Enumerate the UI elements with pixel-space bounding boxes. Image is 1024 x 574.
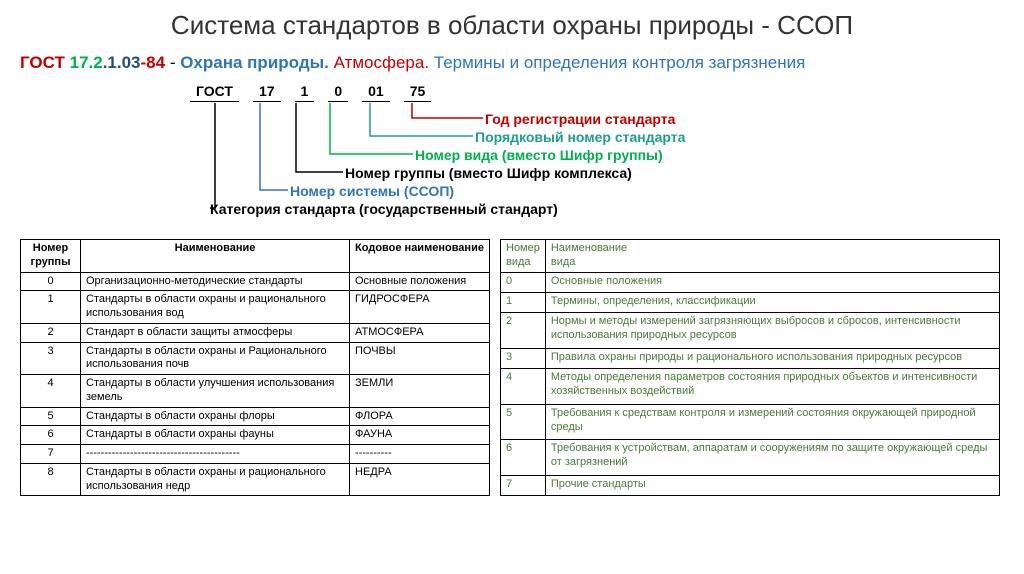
cell-num: 2 <box>21 323 81 342</box>
cell-name: Стандарты в области охраны и рационально… <box>81 463 350 496</box>
cell-name: Стандарты в области охраны флоры <box>81 407 350 426</box>
left-table-body: 0Организационно-методические стандартыОс… <box>21 272 490 496</box>
cell-num: 1 <box>501 292 546 312</box>
subtitle-sep: - <box>165 53 180 72</box>
diagram-label-serial: Порядковый номер стандарта <box>475 129 685 145</box>
cell-name: Стандарты в области улучшения использова… <box>81 375 350 408</box>
cell-name: Стандарты в области охраны и Рационально… <box>81 342 350 375</box>
table-row: 7---------------------------------------… <box>21 445 490 464</box>
right-table-body: 0Основные положения1Термины, определения… <box>501 272 1000 496</box>
page-title: Система стандартов в области охраны прир… <box>20 10 1004 41</box>
cell-code: ФЛОРА <box>350 407 490 426</box>
cell-name: Организационно-методические стандарты <box>81 272 350 291</box>
table-row: 3Правила охраны природы и рационального … <box>501 348 1000 368</box>
table-row: 5Требования к средствам контроля и измер… <box>501 404 1000 439</box>
cell-num: 5 <box>501 404 546 439</box>
cell-num: 0 <box>21 272 81 291</box>
type-table: Номервида Наименованиевида 0Основные пол… <box>500 239 1000 496</box>
cell-num: 3 <box>501 348 546 368</box>
cell-name: Стандарт в области защиты атмосферы <box>81 323 350 342</box>
table-row: 2Стандарт в области защиты атмосферыАТМО… <box>21 323 490 342</box>
tables-container: Номер группы Наименование Кодовое наимен… <box>20 239 1004 496</box>
left-header-name: Наименование <box>81 240 350 273</box>
code-structure-diagram: ГОСТ 17 1 0 01 75 Год регистрации станда… <box>190 83 1004 233</box>
cell-name: Термины, определения, классификации <box>545 292 999 312</box>
left-header-num: Номер группы <box>21 240 81 273</box>
subtitle-atm: Атмосфера. <box>334 53 434 72</box>
table-row: 1Стандарты в области охраны и рациональн… <box>21 291 490 324</box>
cell-name: Правила охраны природы и рационального и… <box>545 348 999 368</box>
cell-code: Основные положения <box>350 272 490 291</box>
code-75: 75 <box>404 83 432 102</box>
cell-num: 6 <box>501 440 546 475</box>
table-row: 0Организационно-методические стандартыОс… <box>21 272 490 291</box>
cell-name: Прочие стандарты <box>545 475 999 496</box>
code-01: 01 <box>362 83 390 102</box>
table-row: 6Требования к устройствам, аппаратам и с… <box>501 440 1000 475</box>
cell-code: ГИДРОСФЕРА <box>350 291 490 324</box>
cell-name: Стандарты в области охраны и рационально… <box>81 291 350 324</box>
subtitle-c3: -84 <box>141 53 166 72</box>
table-row: 6Стандарты в области охраны фауныФАУНА <box>21 426 490 445</box>
table-row: 4Методы определения параметров состояния… <box>501 369 1000 404</box>
table-row: 4Стандарты в области улучшения использов… <box>21 375 490 408</box>
subtitle-rest: Термины и определения контроля загрязнен… <box>434 53 806 72</box>
diagram-label-system: Номер системы (ССОП) <box>290 183 454 199</box>
cell-code: ---------- <box>350 445 490 464</box>
table-row: 1Термины, определения, классификации <box>501 292 1000 312</box>
cell-code: ЗЕМЛИ <box>350 375 490 408</box>
table-row: 2Нормы и методы измерений загрязняющих в… <box>501 313 1000 348</box>
cell-num: 2 <box>501 313 546 348</box>
diagram-label-year: Год регистрации стандарта <box>485 111 675 127</box>
cell-code: ПОЧВЫ <box>350 342 490 375</box>
cell-num: 8 <box>21 463 81 496</box>
group-table: Номер группы Наименование Кодовое наимен… <box>20 239 490 496</box>
cell-num: 6 <box>21 426 81 445</box>
cell-num: 7 <box>501 475 546 496</box>
subtitle-c1: 17.2 <box>70 53 103 72</box>
cell-name: Требования к устройствам, аппаратам и со… <box>545 440 999 475</box>
cell-num: 4 <box>501 369 546 404</box>
cell-code: НЕДРА <box>350 463 490 496</box>
cell-name: ----------------------------------------… <box>81 445 350 464</box>
code-gost: ГОСТ <box>190 83 239 102</box>
table-row: 5Стандарты в области охраны флорыФЛОРА <box>21 407 490 426</box>
diagram-label-type: Номер вида (вместо Шифр группы) <box>415 147 663 163</box>
cell-num: 4 <box>21 375 81 408</box>
right-header-num: Номервида <box>501 240 546 273</box>
subtitle-gost: ГОСТ <box>20 53 70 72</box>
code-17: 17 <box>253 83 281 102</box>
subtitle-c2: .1.03 <box>103 53 141 72</box>
code-0: 0 <box>328 83 348 102</box>
table-row: 3Стандарты в области охраны и Рациональн… <box>21 342 490 375</box>
cell-num: 7 <box>21 445 81 464</box>
cell-name: Основные положения <box>545 272 999 292</box>
table-row: 7Прочие стандарты <box>501 475 1000 496</box>
table-row: 8Стандарты в области охраны и рациональн… <box>21 463 490 496</box>
cell-name: Нормы и методы измерений загрязняющих вы… <box>545 313 999 348</box>
code-1: 1 <box>295 83 315 102</box>
subtitle-ohr: Охрана природы. <box>180 53 333 72</box>
cell-num: 5 <box>21 407 81 426</box>
cell-name: Стандарты в области охраны фауны <box>81 426 350 445</box>
cell-name: Методы определения параметров состояния … <box>545 369 999 404</box>
subtitle: ГОСТ 17.2.1.03-84 - Охрана природы. Атмо… <box>20 53 1004 73</box>
cell-num: 0 <box>501 272 546 292</box>
diagram-label-group: Номер группы (вместо Шифр комплекса) <box>345 165 632 181</box>
left-header-code: Кодовое наименование <box>350 240 490 273</box>
table-row: 0Основные положения <box>501 272 1000 292</box>
diagram-label-category: Категория стандарта (государственный ста… <box>210 201 558 217</box>
cell-num: 3 <box>21 342 81 375</box>
cell-name: Требования к средствам контроля и измере… <box>545 404 999 439</box>
cell-code: АТМОСФЕРА <box>350 323 490 342</box>
diagram-top-codes: ГОСТ 17 1 0 01 75 <box>190 83 445 102</box>
right-header-name: Наименованиевида <box>545 240 999 273</box>
cell-num: 1 <box>21 291 81 324</box>
cell-code: ФАУНА <box>350 426 490 445</box>
